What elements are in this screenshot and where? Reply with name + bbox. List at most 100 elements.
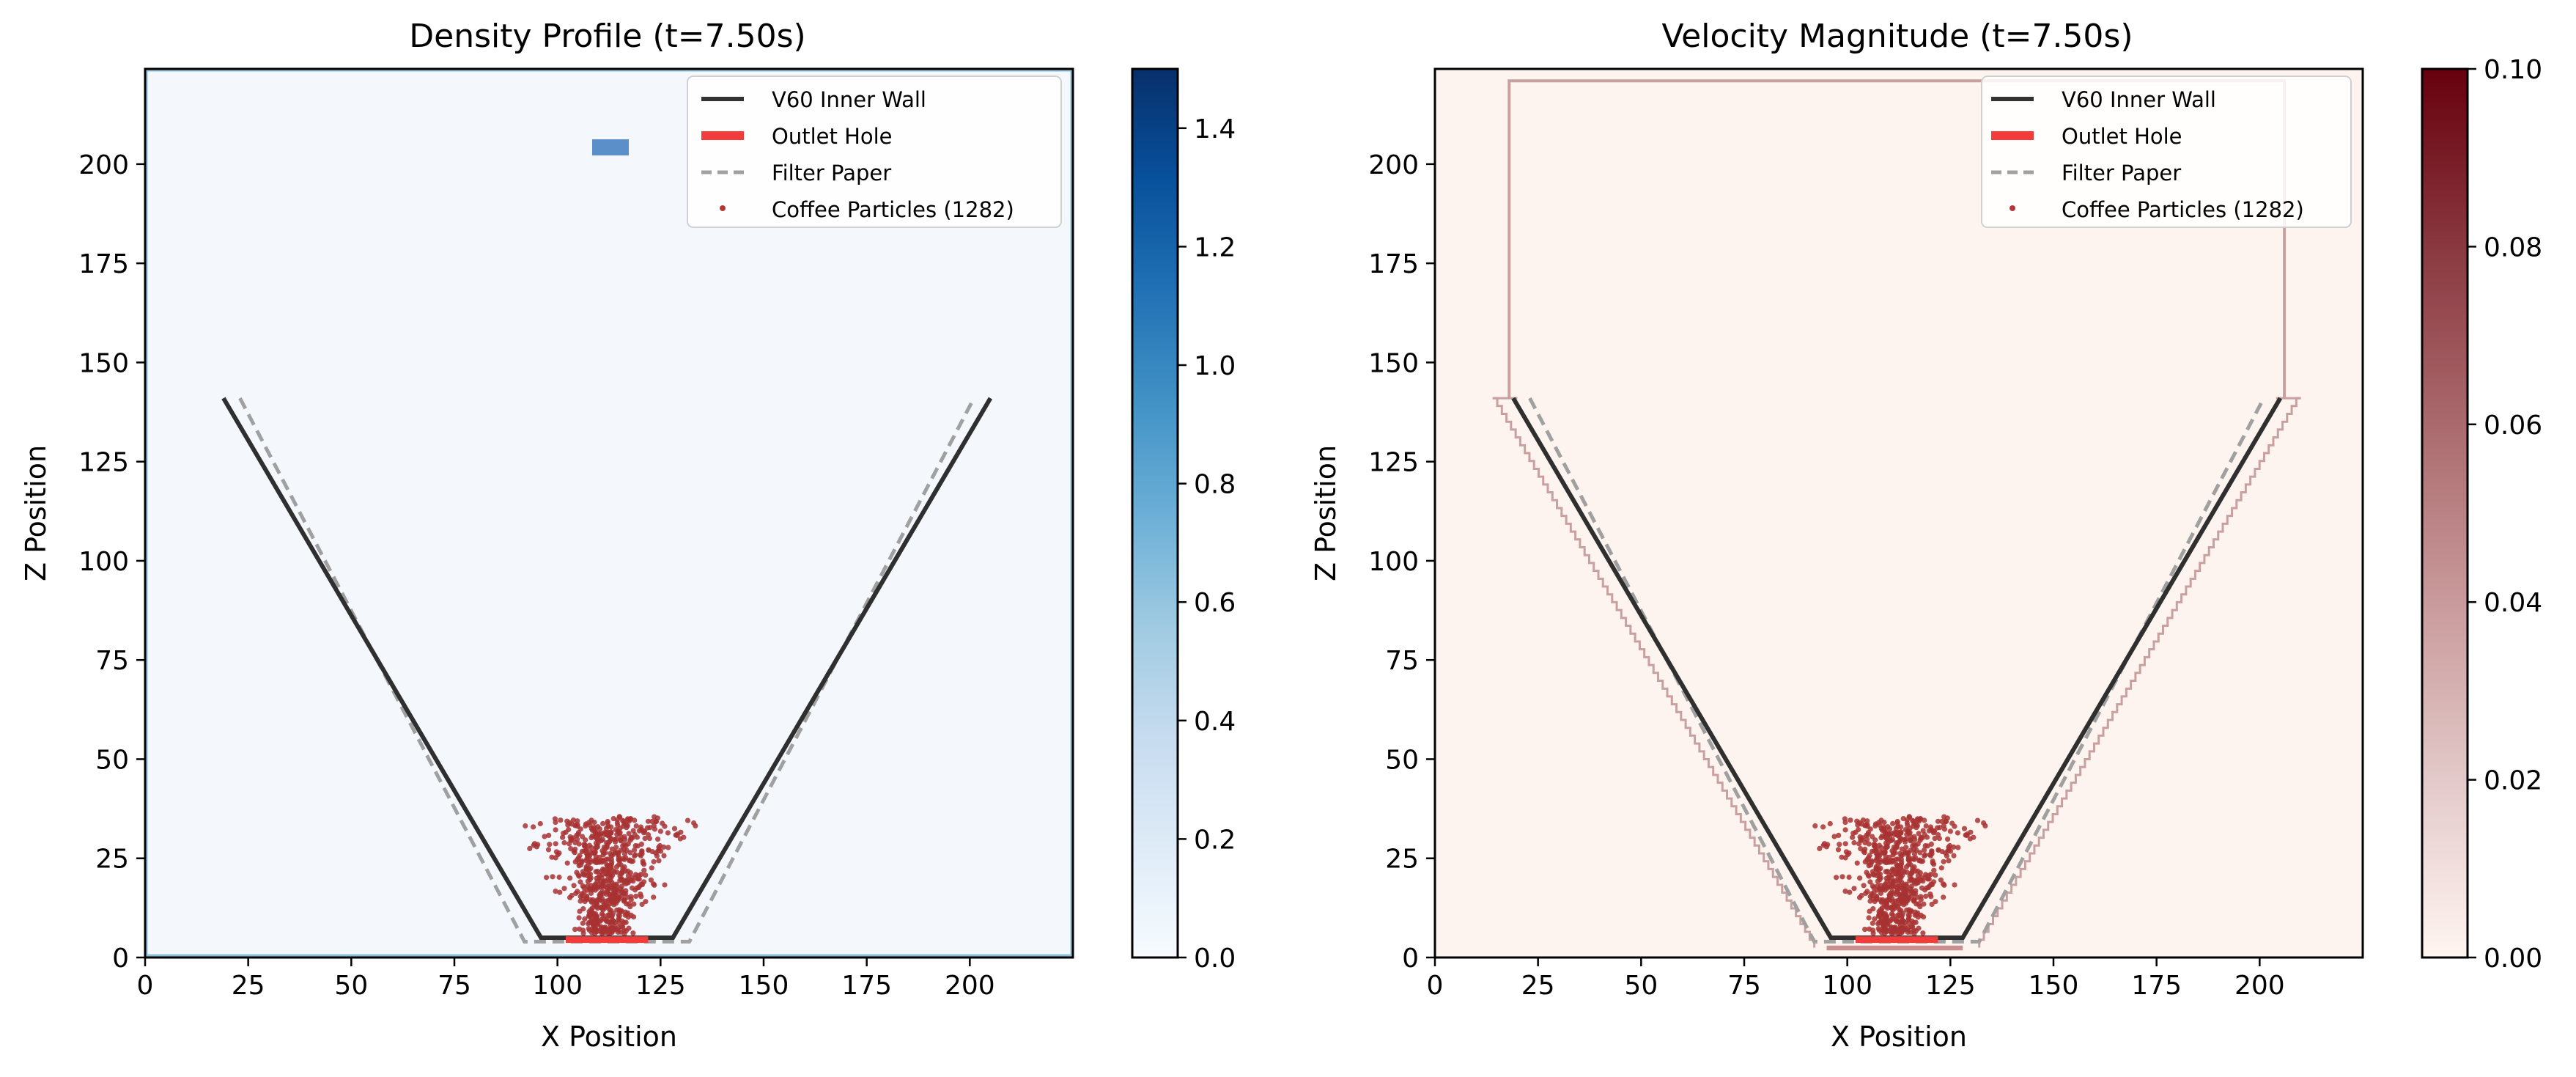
coffee-particle <box>1889 837 1896 842</box>
coffee-particle <box>1876 886 1882 892</box>
x-tick-label: 100 <box>532 971 583 1001</box>
colorbar-tick-label: 0.0 <box>1194 944 1236 974</box>
coffee-particle <box>567 841 572 847</box>
coffee-particle <box>1905 897 1911 904</box>
coffee-particle <box>610 852 616 858</box>
coffee-particle <box>546 832 552 838</box>
coffee-particle <box>1887 918 1893 924</box>
coffee-particle <box>1943 818 1949 824</box>
legend-label: Filter Paper <box>772 161 891 185</box>
x-tick-label: 150 <box>739 971 789 1001</box>
coffee-particle <box>557 889 563 895</box>
coffee-particle <box>561 839 567 846</box>
x-tick-label: 175 <box>841 971 892 1001</box>
legend-box <box>1981 76 2352 228</box>
coffee-particle <box>649 818 655 824</box>
coffee-particle <box>583 823 588 829</box>
y-tick-label: 200 <box>78 150 129 180</box>
coffee-particle <box>1853 829 1859 835</box>
x-tick-label: 0 <box>137 971 154 1001</box>
coffee-particle <box>594 904 599 910</box>
coffee-particle <box>572 839 578 845</box>
coffee-particle <box>1842 889 1848 894</box>
colorbar-tick-label: 0.06 <box>2484 411 2542 441</box>
coffee-particle <box>1923 893 1929 900</box>
coffee-particle <box>575 872 581 878</box>
coffee-particle <box>1936 836 1942 842</box>
coffee-particle <box>665 845 671 850</box>
coffee-particle <box>1928 841 1934 847</box>
coffee-particle <box>613 845 619 850</box>
coffee-particle <box>1879 898 1885 904</box>
coffee-particle <box>1922 817 1927 823</box>
coffee-particle <box>1928 872 1934 878</box>
coffee-particle <box>1929 901 1935 908</box>
coffee-particle <box>1915 879 1921 885</box>
coffee-particle <box>1835 847 1842 853</box>
coffee-particle <box>582 916 588 922</box>
colorbar-ticks: 0.00 0.02 0.04 0.06 0.08 0.10 <box>2468 55 2542 974</box>
axes-frame <box>1433 67 2364 959</box>
y-tick-label: 50 <box>1385 745 1419 775</box>
coffee-particle <box>597 892 604 898</box>
colorbar-tick-label: 1.4 <box>1194 114 1236 144</box>
coffee-particle <box>1924 834 1930 840</box>
coffee-particle <box>1866 915 1872 921</box>
y-tick-label: 150 <box>78 348 129 378</box>
coffee-particle <box>638 872 644 878</box>
coffee-particle <box>580 834 586 839</box>
y-tick-label: 125 <box>1368 448 1419 478</box>
coffee-particle <box>1851 886 1857 892</box>
coffee-particle <box>616 907 622 913</box>
coffee-particle <box>1839 854 1845 860</box>
coffee-particle <box>553 820 558 826</box>
coffee-particle <box>561 886 567 892</box>
coffee-particle <box>1944 853 1950 859</box>
coffee-particle <box>639 901 645 908</box>
coffee-particle <box>600 852 606 858</box>
coffee-particle <box>632 852 638 858</box>
coffee-particle <box>605 897 611 903</box>
data-traces <box>221 397 993 944</box>
coffee-particle <box>1867 853 1872 859</box>
coffee-particle <box>657 828 664 834</box>
x-tick-label: 75 <box>1727 971 1761 1001</box>
coffee-particle <box>1921 901 1927 907</box>
coffee-particle <box>1876 908 1882 914</box>
coffee-particle <box>1893 826 1899 831</box>
coffee-particle <box>1919 885 1925 891</box>
coffee-particle <box>1908 875 1914 881</box>
coffee-particle <box>1916 901 1922 907</box>
coffee-particle <box>1870 893 1875 899</box>
coffee-particle <box>595 824 601 830</box>
velocity-left-wall-outline <box>1492 397 1816 948</box>
coffee-particle <box>588 890 594 896</box>
coffee-particle <box>1883 869 1889 875</box>
coffee-particle <box>632 847 638 853</box>
coffee-particle <box>563 829 569 835</box>
x-axis-label: X Position <box>541 1021 677 1053</box>
x-tick-label: 0 <box>1427 971 1444 1001</box>
coffee-particle <box>1931 879 1937 885</box>
y-tick-label: 125 <box>78 448 129 478</box>
coffee-particle <box>632 817 638 823</box>
coffee-particle <box>661 853 667 859</box>
coffee-particle <box>1919 859 1924 864</box>
coffee-particle <box>1868 862 1874 868</box>
coffee-particle <box>567 875 573 881</box>
coffee-particle <box>1876 867 1882 872</box>
coffee-particle <box>1862 927 1868 933</box>
coffee-particle <box>590 850 596 856</box>
coffee-particle <box>556 874 562 881</box>
x-axis-ticks: 0 25 50 75 100 125 150 175 200 <box>1427 957 2285 1001</box>
x-tick-label: 200 <box>2234 971 2285 1001</box>
coffee-particle <box>583 842 588 848</box>
coffee-particle <box>619 923 625 929</box>
coffee-particle <box>1870 883 1875 889</box>
coffee-particle <box>564 860 570 866</box>
coffee-particle <box>544 875 550 881</box>
coffee-particle <box>646 847 652 853</box>
coffee-particle <box>1883 914 1889 920</box>
coffee-particle <box>684 817 691 823</box>
legend-label: Outlet Hole <box>2062 124 2182 149</box>
